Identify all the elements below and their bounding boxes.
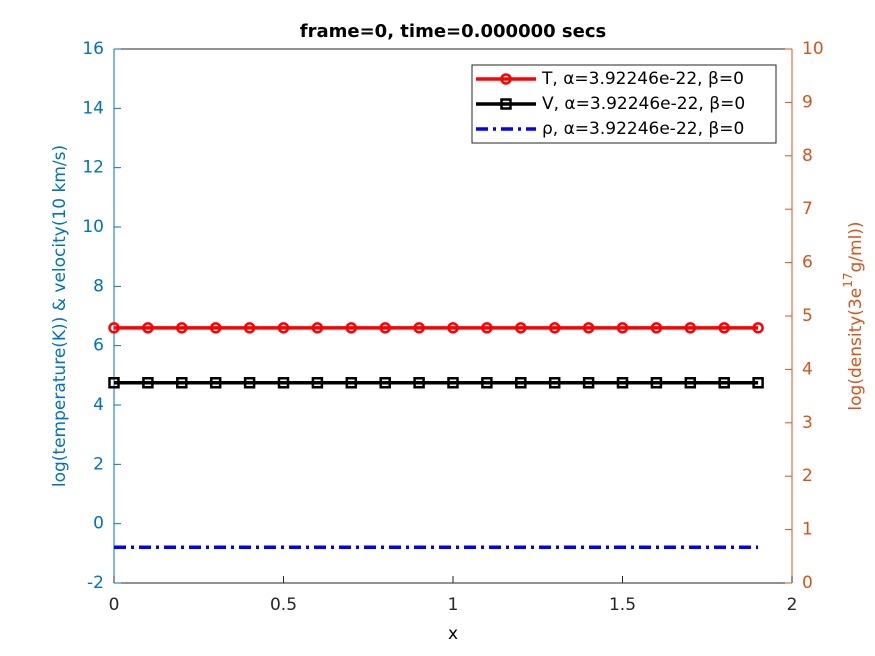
chart-title: frame=0, time=0.000000 secs xyxy=(300,21,606,42)
y-tick-label: 6 xyxy=(93,336,104,356)
x-tick-label: 0.5 xyxy=(270,595,297,615)
legend-marker xyxy=(500,73,512,85)
data-point xyxy=(243,377,256,389)
data-point xyxy=(413,322,425,334)
data-point xyxy=(515,377,527,389)
data-point xyxy=(548,322,561,334)
y2-tick-label: 8 xyxy=(802,146,813,166)
data-point xyxy=(752,377,764,389)
data-point xyxy=(379,377,391,389)
data-point xyxy=(718,377,730,389)
data-point xyxy=(650,322,663,334)
data-point xyxy=(345,377,358,389)
data-point xyxy=(277,322,290,334)
data-point xyxy=(752,322,764,334)
y-tick-label: 16 xyxy=(82,39,104,59)
data-point xyxy=(684,322,697,334)
y-tick-label: 2 xyxy=(93,454,104,474)
y2-tick-label: 4 xyxy=(802,359,813,379)
data-point xyxy=(684,377,697,389)
data-point xyxy=(345,322,358,334)
legend-label: V, α=3.92246e-22, β=0 xyxy=(542,94,745,114)
y-tick-label: 0 xyxy=(93,514,104,534)
y2-tick-label: 10 xyxy=(802,39,824,59)
data-point xyxy=(413,377,425,389)
y2-tick-label: 0 xyxy=(802,573,813,593)
y-tick-label: 8 xyxy=(93,276,104,296)
x-tick-label: 1 xyxy=(448,595,459,615)
y2-tick-label: 9 xyxy=(802,92,813,112)
data-point xyxy=(243,322,256,334)
y2-tick-label: 5 xyxy=(802,306,813,326)
y-axis-label: log(temperature(K)) & velocity(10 km/s) xyxy=(50,145,70,487)
legend-marker xyxy=(500,98,512,110)
data-point xyxy=(616,377,629,389)
data-point xyxy=(311,322,324,334)
y-tick-label: 4 xyxy=(93,395,104,415)
x-tick-label: 1.5 xyxy=(609,595,636,615)
data-point xyxy=(108,322,120,334)
x-tick-label: 2 xyxy=(787,595,798,615)
data-point xyxy=(108,377,120,389)
y2-tick-label: 2 xyxy=(802,466,813,486)
data-point xyxy=(582,322,595,334)
data-point xyxy=(718,322,730,334)
y2-tick-label: 6 xyxy=(802,253,813,273)
data-point xyxy=(142,377,154,389)
data-point xyxy=(616,322,629,334)
data-point xyxy=(447,322,459,334)
data-point xyxy=(311,377,324,389)
data-point xyxy=(650,377,663,389)
data-point xyxy=(481,377,493,389)
data-point xyxy=(515,322,527,334)
y-tick-label: 12 xyxy=(82,158,104,178)
y2-label-part: g/ml)) xyxy=(846,221,866,272)
data-point xyxy=(447,377,459,389)
data-point xyxy=(277,377,290,389)
y2-label-sup: 17 xyxy=(841,273,855,288)
data-point xyxy=(548,377,561,389)
data-point xyxy=(209,322,222,334)
data-point xyxy=(142,322,154,334)
y-tick-label: 10 xyxy=(82,217,104,237)
data-point xyxy=(379,322,391,334)
y2-tick-label: 7 xyxy=(802,199,813,219)
y2-label-part: log(density(3e xyxy=(846,288,866,411)
x-tick-label: 0 xyxy=(109,595,120,615)
y2-axis-label: log(density(3e17g/ml)) xyxy=(841,221,867,410)
y-tick-label: 14 xyxy=(82,98,104,118)
y2-tick-label: 3 xyxy=(802,413,813,433)
legend-label: T, α=3.92246e-22, β=0 xyxy=(541,69,744,89)
data-point xyxy=(209,377,222,389)
data-point xyxy=(176,322,188,334)
y2-tick-label: 1 xyxy=(802,520,813,540)
x-axis-label: x xyxy=(448,624,458,644)
y-tick-label: -2 xyxy=(87,573,104,593)
data-point xyxy=(582,377,595,389)
legend-label: ρ, α=3.92246e-22, β=0 xyxy=(542,119,744,139)
data-point xyxy=(481,322,493,334)
data-point xyxy=(176,377,188,389)
